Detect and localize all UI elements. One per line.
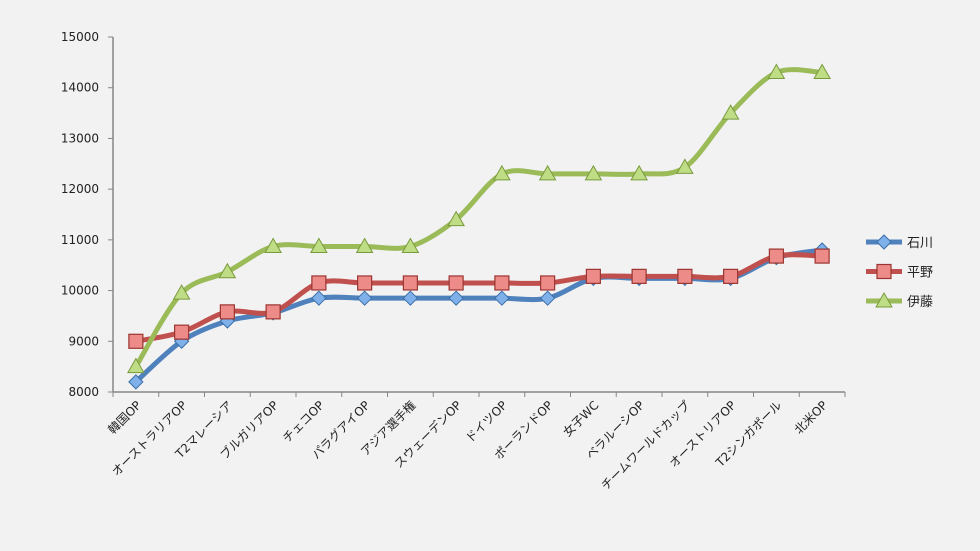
x-tick-label: チェコOP <box>280 398 327 445</box>
square-marker <box>494 275 510 291</box>
diamond-marker <box>448 290 464 306</box>
legend-label: 伊藤 <box>907 295 933 310</box>
series-平野 <box>128 248 830 349</box>
y-tick-label: 9000 <box>68 334 99 348</box>
y-tick-label: 10000 <box>61 284 99 298</box>
axes: 8000 9000 10000 11000 12000 13000 14000 15000 韓国… <box>61 30 846 493</box>
diamond-marker <box>311 290 327 306</box>
square-marker <box>311 275 327 291</box>
series-伊藤 <box>127 63 831 374</box>
square-marker <box>631 268 647 284</box>
triangle-marker <box>172 284 191 300</box>
series-line <box>134 247 823 384</box>
diamond-marker <box>494 290 510 306</box>
square-marker <box>402 275 418 291</box>
square-marker <box>174 324 190 340</box>
triangle-marker <box>875 291 893 308</box>
diamond-marker <box>402 290 419 306</box>
triangle-marker <box>813 63 831 79</box>
legend-label: 平野 <box>907 266 933 281</box>
diamond-marker <box>356 290 373 306</box>
square-marker <box>768 248 784 264</box>
square-marker <box>265 304 281 320</box>
triangle-marker <box>493 164 511 181</box>
y-tick-label: 15000 <box>61 30 99 44</box>
triangle-marker <box>767 63 786 79</box>
triangle-marker <box>401 237 420 253</box>
diamond-marker <box>128 374 144 390</box>
triangle-marker <box>447 210 465 227</box>
triangle-marker <box>721 104 740 120</box>
square-marker <box>448 275 464 291</box>
series-line <box>133 67 823 368</box>
x-tick-label: 韓国OP <box>105 398 144 437</box>
series-lines <box>127 63 831 390</box>
square-marker <box>357 275 373 291</box>
triangle-marker <box>264 237 282 253</box>
y-tick-label: 11000 <box>61 233 99 247</box>
square-marker <box>677 268 693 284</box>
triangle-marker <box>218 262 237 279</box>
triangle-marker <box>676 158 694 174</box>
triangle-marker <box>584 164 603 181</box>
x-tick-label: 北米OP <box>792 398 831 437</box>
triangle-marker <box>127 357 145 374</box>
legend-item: 伊藤 <box>866 291 933 310</box>
square-marker <box>219 304 235 320</box>
triangle-marker <box>310 237 328 253</box>
x-tick-label: ドイツOP <box>463 398 510 445</box>
square-marker <box>814 248 830 264</box>
diamond-marker <box>539 290 556 306</box>
triangle-marker <box>538 164 557 181</box>
square-marker <box>723 268 739 284</box>
series-line <box>135 252 823 344</box>
square-marker <box>540 275 556 291</box>
square-marker <box>876 263 892 280</box>
x-tick-label: 女子WC <box>560 398 602 440</box>
legend-item: 石川 <box>866 234 933 251</box>
square-marker <box>128 333 144 349</box>
y-tick-label: 13000 <box>61 131 99 145</box>
x-tick-label: チームワールドカップ <box>598 398 693 493</box>
triangle-marker <box>630 164 648 181</box>
square-marker <box>585 268 601 284</box>
y-tick-label: 12000 <box>61 182 99 196</box>
y-tick-label: 14000 <box>61 81 99 95</box>
diamond-marker <box>876 234 892 250</box>
y-tick-label: 8000 <box>68 385 99 399</box>
triangle-marker <box>355 237 374 253</box>
legend-label: 石川 <box>907 236 933 251</box>
legend-item: 平野 <box>866 263 933 281</box>
